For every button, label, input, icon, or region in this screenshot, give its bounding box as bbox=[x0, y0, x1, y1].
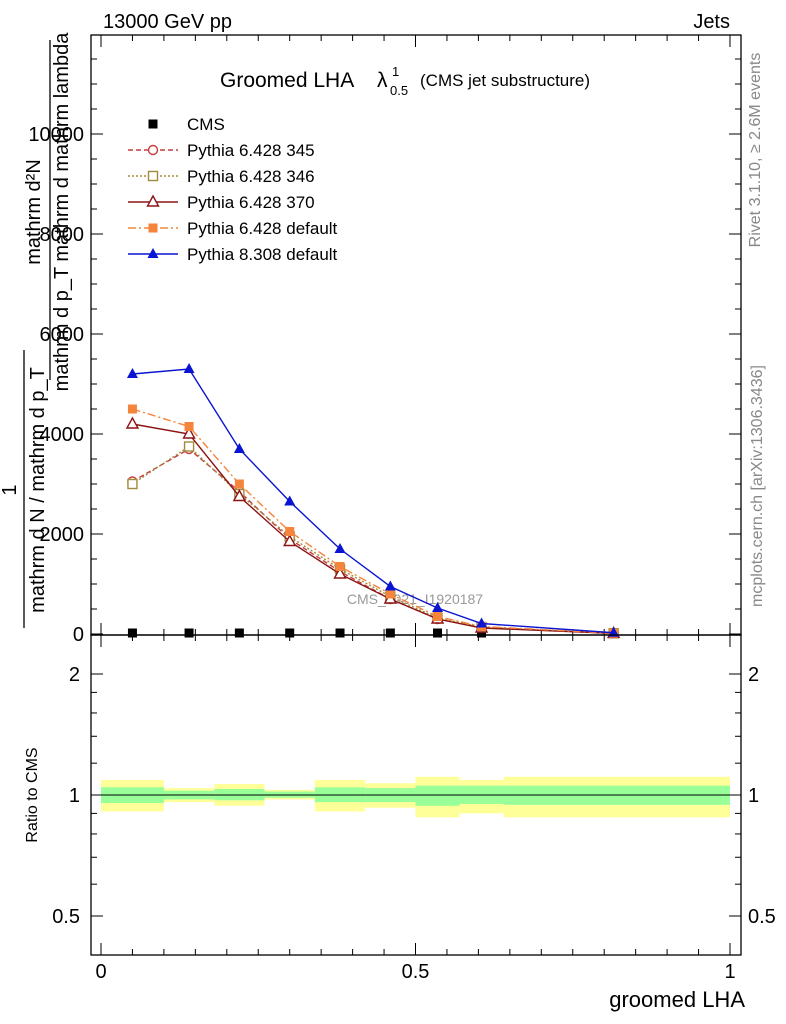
legend-marker bbox=[148, 119, 158, 129]
ratio-bands bbox=[101, 776, 730, 818]
series-1 bbox=[127, 443, 619, 639]
legend-marker bbox=[148, 223, 158, 233]
header-right: Jets bbox=[693, 11, 730, 33]
legend-label: Pythia 6.428 345 bbox=[187, 141, 315, 160]
title-suffix: (CMS jet substructure) bbox=[420, 71, 590, 90]
legend: CMS Pythia 6.428 345 Pythia 6.428 346 Pythi… bbox=[128, 115, 338, 264]
x-tick-label: 0.5 bbox=[402, 961, 430, 983]
data-point bbox=[284, 495, 296, 506]
ratio-y-tick-label-right: 0.5 bbox=[748, 906, 776, 928]
upper-y-label: mathrm d²N mathrm d p_T mathrm d mathrm … bbox=[0, 32, 73, 628]
series-5 bbox=[126, 363, 620, 637]
data-point bbox=[608, 626, 620, 637]
legend-marker bbox=[147, 170, 159, 182]
data-point bbox=[335, 628, 345, 638]
series-layer bbox=[125, 363, 621, 639]
series-line bbox=[132, 408, 614, 634]
x-tick-label: 0 bbox=[95, 961, 106, 983]
band-inner bbox=[415, 785, 460, 806]
data-point bbox=[477, 628, 487, 638]
ratio-x-axis: 0 0.5 1 bbox=[95, 635, 736, 983]
legend-marker bbox=[147, 248, 159, 258]
x-axis-label: groomed LHA bbox=[609, 987, 745, 1012]
y-tick-label: 0 bbox=[73, 624, 84, 646]
legend-label: CMS bbox=[187, 115, 225, 134]
data-point bbox=[335, 562, 345, 571]
data-point bbox=[433, 628, 443, 638]
legend-label: Pythia 6.428 370 bbox=[187, 193, 315, 212]
data-point bbox=[184, 628, 194, 638]
ratio-y-tick-label-right: 1 bbox=[748, 785, 759, 807]
legend-label: Pythia 8.308 default bbox=[187, 245, 338, 264]
mcplots-label: mcplots.cern.ch [arXiv:1306.3436] bbox=[749, 365, 766, 607]
legend-label: Pythia 6.428 default bbox=[187, 219, 338, 238]
data-point bbox=[126, 368, 138, 378]
y-tick-label: 8000 bbox=[40, 224, 85, 246]
data-point bbox=[333, 566, 347, 579]
data-point bbox=[184, 422, 194, 431]
title-lambda: λ bbox=[377, 69, 388, 92]
ratio-y-tick-label: 1 bbox=[69, 785, 80, 807]
data-point bbox=[384, 580, 396, 591]
series-2 bbox=[127, 441, 619, 639]
y-tick-label: 4000 bbox=[40, 424, 85, 446]
y-tick-label: 10000 bbox=[28, 124, 84, 146]
data-point bbox=[334, 543, 346, 553]
legend-label: Pythia 6.428 346 bbox=[187, 167, 315, 186]
ratio-y-tick-label-right: 2 bbox=[748, 664, 759, 686]
y-tick-label: 6000 bbox=[40, 324, 85, 346]
data-point bbox=[476, 617, 488, 628]
data-point bbox=[385, 628, 395, 638]
ylabel-frac2-num: 1 bbox=[0, 484, 21, 495]
data-point bbox=[285, 527, 295, 536]
y-tick-label: 2000 bbox=[40, 524, 85, 546]
title-sub: 0.5 bbox=[390, 83, 408, 98]
analysis-watermark: CMS_2021_I1920187 bbox=[347, 591, 483, 607]
plot-title: Groomed LHA λ 1 0.5 (CMS jet substructur… bbox=[220, 64, 590, 98]
data-point bbox=[232, 489, 247, 502]
data-point bbox=[234, 479, 244, 489]
legend-marker bbox=[146, 194, 160, 207]
data-point bbox=[433, 612, 443, 621]
title-main: Groomed LHA bbox=[220, 69, 354, 92]
data-point bbox=[183, 441, 195, 452]
ratio-y-axis: 0.5 0.5 1 1 2 2 bbox=[52, 664, 776, 928]
data-point bbox=[127, 478, 138, 490]
ratio-y-tick-label: 2 bbox=[69, 664, 80, 686]
main-y-axis: 0 2000 4000 6000 8000 10000 bbox=[28, 58, 741, 646]
ylabel-frac2-den: mathrm d N / mathrm d p_T bbox=[27, 367, 49, 613]
header-left: 13000 GeV pp bbox=[103, 11, 232, 33]
data-point bbox=[285, 628, 295, 638]
ylabel-frac1-den: mathrm d p_T mathrm d mathrm lambda bbox=[51, 32, 73, 392]
ylabel-frac1-num: mathrm d²N bbox=[23, 159, 45, 265]
data-point bbox=[182, 426, 196, 439]
rivet-label: Rivet 3.1.10, ≥ 2.6M events bbox=[747, 53, 764, 248]
data-point bbox=[233, 443, 245, 453]
ratio-y-label: Ratio to CMS bbox=[24, 747, 41, 842]
data-point bbox=[234, 628, 244, 638]
data-point bbox=[127, 628, 137, 638]
x-tick-label: 1 bbox=[724, 961, 735, 983]
data-point bbox=[283, 534, 297, 547]
title-sup: 1 bbox=[392, 64, 399, 79]
ratio-y-tick-label: 0.5 bbox=[52, 906, 80, 928]
data-point bbox=[125, 416, 140, 429]
legend-marker bbox=[147, 144, 159, 156]
data-point bbox=[127, 404, 137, 414]
data-point bbox=[183, 363, 195, 373]
data-point bbox=[385, 589, 395, 599]
data-point bbox=[432, 602, 444, 612]
